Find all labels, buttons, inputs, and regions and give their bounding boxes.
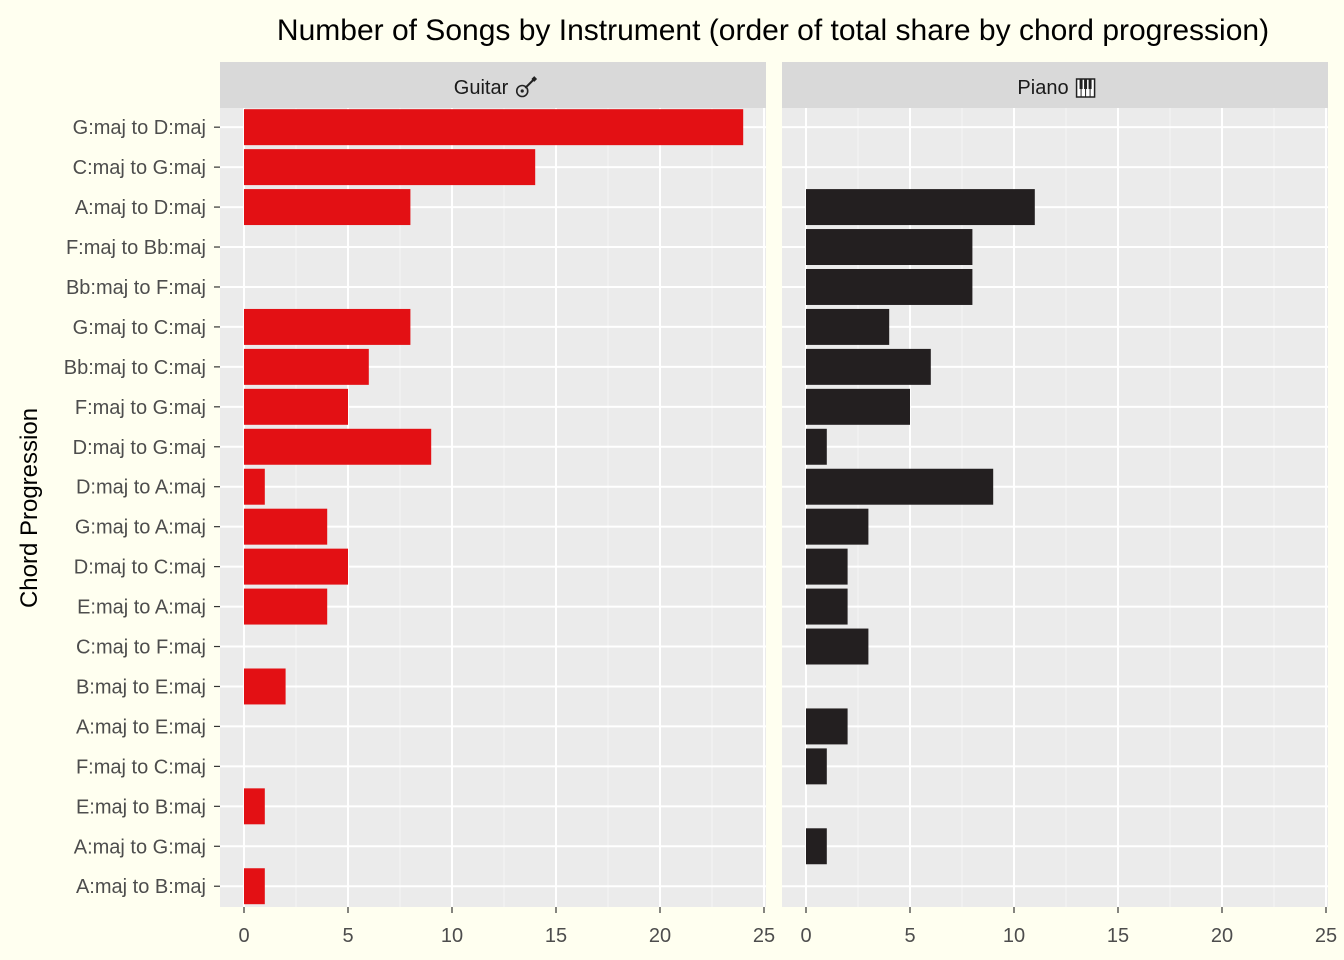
bar-piano bbox=[806, 388, 910, 425]
bar-guitar bbox=[244, 468, 265, 505]
x-tick-label: 5 bbox=[342, 925, 353, 947]
y-tick-label: F:maj to Bb:maj bbox=[66, 237, 206, 259]
y-tick-label: G:maj to D:maj bbox=[73, 117, 206, 139]
bar-guitar bbox=[244, 348, 369, 385]
y-axis: G:maj to D:maj C:maj to G:maj A:maj to D:m… bbox=[64, 117, 220, 898]
y-tick-label: A:maj to E:maj bbox=[76, 716, 206, 738]
bar-piano bbox=[806, 508, 869, 545]
panel-strip bbox=[782, 62, 1328, 108]
bar-guitar bbox=[244, 588, 328, 625]
bar-guitar bbox=[244, 189, 411, 226]
y-tick-label: D:maj to C:maj bbox=[74, 557, 206, 579]
piano-icon bbox=[1075, 78, 1096, 98]
x-tick-label: 25 bbox=[1315, 925, 1337, 947]
panel-strip-label: Guitar bbox=[454, 77, 509, 99]
y-tick-label: F:maj to G:maj bbox=[75, 397, 206, 419]
x-tick-label: 15 bbox=[545, 925, 567, 947]
x-tick-label: 5 bbox=[904, 925, 915, 947]
x-tick-label: 25 bbox=[753, 925, 775, 947]
y-tick-label: B:maj to E:maj bbox=[76, 676, 206, 698]
bar-guitar bbox=[244, 508, 328, 545]
x-tick-label: 15 bbox=[1107, 925, 1129, 947]
panel-strip bbox=[220, 62, 766, 108]
chart-title: Number of Songs by Instrument (order of … bbox=[277, 14, 1269, 47]
x-tick-label: 10 bbox=[1003, 925, 1025, 947]
bar-piano bbox=[806, 828, 827, 865]
x-tick-label: 20 bbox=[649, 925, 671, 947]
bar-piano bbox=[806, 628, 869, 665]
bar-piano bbox=[806, 268, 973, 305]
y-tick-label: A:maj to D:maj bbox=[75, 197, 206, 219]
bar-guitar bbox=[244, 788, 265, 825]
y-tick-label: F:maj to C:maj bbox=[76, 756, 206, 778]
y-tick-label: A:maj to B:maj bbox=[76, 876, 206, 898]
y-tick-label: C:maj to G:maj bbox=[73, 157, 206, 179]
bar-piano bbox=[806, 308, 890, 345]
y-tick-label: A:maj to G:maj bbox=[74, 836, 206, 858]
bar-piano bbox=[806, 588, 848, 625]
y-tick-label: D:maj to A:maj bbox=[76, 477, 206, 499]
x-tick-label: 20 bbox=[1211, 925, 1233, 947]
bar-guitar bbox=[244, 668, 286, 705]
bar-piano bbox=[806, 748, 827, 785]
bar-piano bbox=[806, 428, 827, 465]
y-tick-label: E:maj to B:maj bbox=[76, 796, 206, 818]
y-tick-label: Bb:maj to C:maj bbox=[64, 357, 206, 379]
panel-piano: Piano 0 5 10 15 20 25 bbox=[782, 62, 1337, 947]
bar-guitar bbox=[244, 109, 744, 146]
bar-guitar bbox=[244, 428, 432, 465]
bar-piano bbox=[806, 348, 931, 385]
x-tick-label: 0 bbox=[238, 925, 249, 947]
bar-piano bbox=[806, 229, 973, 266]
bar-guitar bbox=[244, 548, 348, 585]
bar-piano bbox=[806, 548, 848, 585]
y-axis-title: Chord Progression bbox=[16, 408, 43, 608]
y-tick-label: G:maj to C:maj bbox=[73, 317, 206, 339]
panel-strip-label: Piano bbox=[1017, 77, 1068, 99]
x-tick-label: 0 bbox=[800, 925, 811, 947]
y-tick-label: E:maj to A:maj bbox=[77, 597, 206, 619]
y-tick-label: C:maj to F:maj bbox=[76, 637, 206, 659]
y-tick-label: Bb:maj to F:maj bbox=[66, 277, 206, 299]
bar-guitar bbox=[244, 308, 411, 345]
panel-background bbox=[220, 108, 766, 907]
x-tick-label: 10 bbox=[441, 925, 463, 947]
panel-background bbox=[782, 108, 1328, 907]
bar-piano bbox=[806, 708, 848, 745]
bar-guitar bbox=[244, 388, 348, 425]
guitar-icon bbox=[515, 76, 538, 98]
bar-piano bbox=[806, 468, 994, 505]
y-tick-label: D:maj to G:maj bbox=[73, 437, 206, 459]
panel-guitar: Guitar 0 5 10 15 20 25 bbox=[220, 62, 775, 947]
bar-guitar bbox=[244, 149, 536, 186]
panels: Guitar 0 5 10 15 20 25 Piano 0 5 10 15 20 25 bbox=[220, 62, 1337, 947]
bar-guitar bbox=[244, 868, 265, 905]
bar-piano bbox=[806, 189, 1035, 226]
y-tick-label: G:maj to A:maj bbox=[75, 517, 206, 539]
